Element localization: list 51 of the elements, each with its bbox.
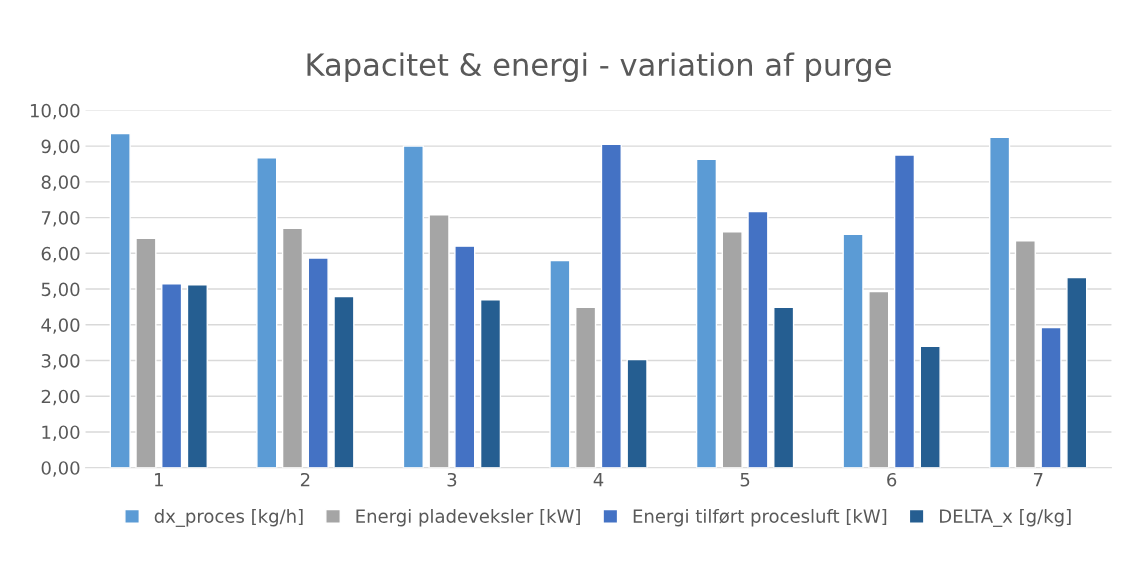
x-tick-label: 7 (1033, 473, 1043, 487)
bar (989, 136, 1011, 468)
y-tick-label: 6,00 (41, 246, 80, 263)
bar (1040, 326, 1062, 468)
bar (868, 290, 890, 468)
x-tick-label: 4 (593, 473, 604, 487)
bar (626, 358, 648, 468)
y-tick-label: 4,00 (41, 318, 80, 334)
bar (428, 214, 450, 468)
y-tick-label: 1,00 (42, 425, 80, 441)
bar (600, 143, 622, 468)
legend-label: dx_proces [kg/h] (154, 508, 303, 527)
y-tick-label: 9,00 (41, 139, 80, 156)
x-tick-label: 3 (447, 472, 457, 487)
x-tick-label: 5 (740, 473, 750, 487)
bar (135, 237, 157, 468)
bar (256, 157, 278, 468)
bar (919, 345, 941, 468)
bar (695, 158, 718, 468)
bar (1014, 240, 1036, 468)
y-tick-label: 2,00 (41, 389, 80, 406)
x-tick-label: 1 (155, 473, 163, 487)
bar (109, 132, 131, 468)
y-tick-label: 10,00 (30, 103, 80, 120)
legend-label: DELTA_x [g/kg] (940, 508, 1071, 527)
bar (186, 284, 208, 468)
bar (402, 145, 424, 468)
bar (281, 227, 304, 468)
bar (575, 306, 597, 468)
bar (1066, 276, 1088, 468)
bar (842, 233, 864, 468)
bar (893, 154, 916, 468)
bar (161, 282, 183, 468)
y-tick-label: 3,00 (41, 353, 80, 370)
legend-label: Energi pladeveksler [kW] (356, 508, 580, 527)
bar (549, 259, 571, 468)
legend-label: Energi tilført procesluft [kW] (633, 508, 887, 527)
bar (773, 306, 795, 468)
bar (333, 295, 355, 468)
y-tick-label: 0,00 (41, 461, 80, 477)
y-tick-label: 7,00 (41, 211, 80, 227)
y-tick-label: 5,00 (41, 282, 80, 299)
chart-title: Kapacitet & energi - variation af purge (307, 52, 891, 83)
bar (721, 231, 743, 468)
bar (307, 257, 329, 468)
bar (479, 299, 502, 468)
y-tick-label: 8,00 (41, 175, 80, 191)
x-tick-label: 6 (887, 472, 897, 487)
x-tick-label: 2 (300, 472, 310, 487)
bar (454, 245, 476, 468)
bar (747, 210, 769, 468)
